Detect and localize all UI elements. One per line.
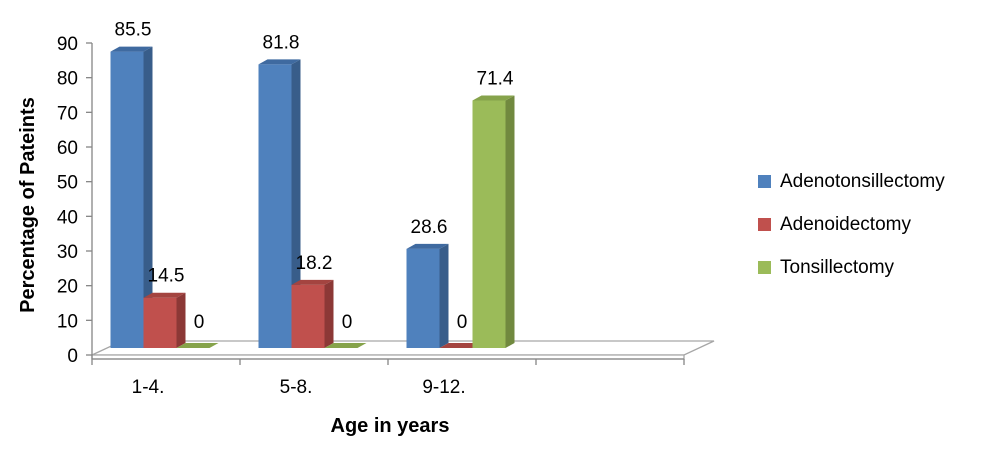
- bar-side: [439, 243, 449, 348]
- legend-item: Adenoidectomy: [758, 214, 911, 235]
- y-tick-label: 90: [57, 34, 78, 55]
- y-tick-label: 30: [57, 242, 78, 263]
- bar-side: [291, 59, 301, 348]
- bar-front: [472, 100, 506, 348]
- bar-top: [472, 95, 515, 101]
- legend-swatch: [758, 261, 771, 274]
- bar-front: [406, 248, 440, 348]
- bar: [110, 46, 153, 348]
- bar-side: [176, 292, 186, 348]
- bar-top: [291, 279, 334, 285]
- bar: [291, 279, 334, 348]
- bar: [472, 95, 515, 348]
- data-label: 0: [342, 312, 353, 333]
- y-tick-label: 60: [57, 138, 78, 159]
- y-axis-title: Percentage of Pateints: [17, 97, 39, 313]
- bar-front: [110, 51, 144, 348]
- bar-front: [143, 297, 177, 348]
- data-label: 14.5: [148, 266, 185, 287]
- x-tick-label: 5-8.: [280, 377, 313, 398]
- y-tick-label: 70: [57, 103, 78, 124]
- bars: [110, 46, 515, 348]
- bar-top: [406, 243, 449, 249]
- y-tick-label: 50: [57, 173, 78, 194]
- data-label: 71.4: [477, 68, 514, 89]
- legend-label: Adenotonsillectomy: [780, 171, 945, 192]
- bar-top: [258, 59, 301, 65]
- bar-side: [505, 95, 515, 348]
- bar: [143, 292, 186, 348]
- y-tick-label: 0: [67, 346, 78, 367]
- x-tick-label: 1-4.: [132, 377, 165, 398]
- legend-label: Tonsillectomy: [780, 257, 895, 278]
- bar: [439, 343, 482, 348]
- bar: [176, 343, 219, 348]
- data-label: 81.8: [263, 32, 300, 53]
- bar-side: [143, 46, 153, 348]
- legend: Adenotonsillectomy Adenoidectomy Tonsillec…: [758, 171, 945, 278]
- y-tick-label: 20: [57, 277, 78, 298]
- legend-swatch: [758, 175, 771, 188]
- legend-label: Adenoidectomy: [780, 214, 911, 235]
- x-tick-label: 9-12.: [422, 377, 465, 398]
- data-label: 18.2: [296, 253, 333, 274]
- bar-top: [176, 343, 219, 348]
- bar: [406, 243, 449, 348]
- bar-front: [258, 64, 292, 348]
- data-labels: 85.5 81.8 28.6 14.5 18.2 0 0 0 71.4: [115, 20, 514, 333]
- chart-axes: 0 10 20 30 40 50 60 70 80 90 1-4. 5-8. 9-12.: [57, 34, 685, 398]
- x-axis-title: Age in years: [331, 415, 450, 437]
- bar-top: [324, 343, 367, 348]
- y-tick-label: 80: [57, 69, 78, 90]
- bar: [258, 59, 301, 348]
- legend-swatch: [758, 218, 771, 231]
- data-label: 85.5: [115, 20, 152, 41]
- data-label: 28.6: [411, 217, 448, 238]
- legend-item: Tonsillectomy: [758, 257, 895, 278]
- y-tick-label: 40: [57, 207, 78, 228]
- legend-item: Adenotonsillectomy: [758, 171, 945, 192]
- bar-front: [291, 284, 325, 348]
- data-label: 0: [194, 312, 205, 333]
- y-tick-label: 10: [57, 311, 78, 332]
- bar-top: [439, 343, 482, 348]
- bar-side: [324, 279, 334, 348]
- bar: [324, 343, 367, 348]
- bar-top: [110, 46, 153, 52]
- data-label: 0: [457, 312, 468, 333]
- bar-top: [143, 292, 186, 298]
